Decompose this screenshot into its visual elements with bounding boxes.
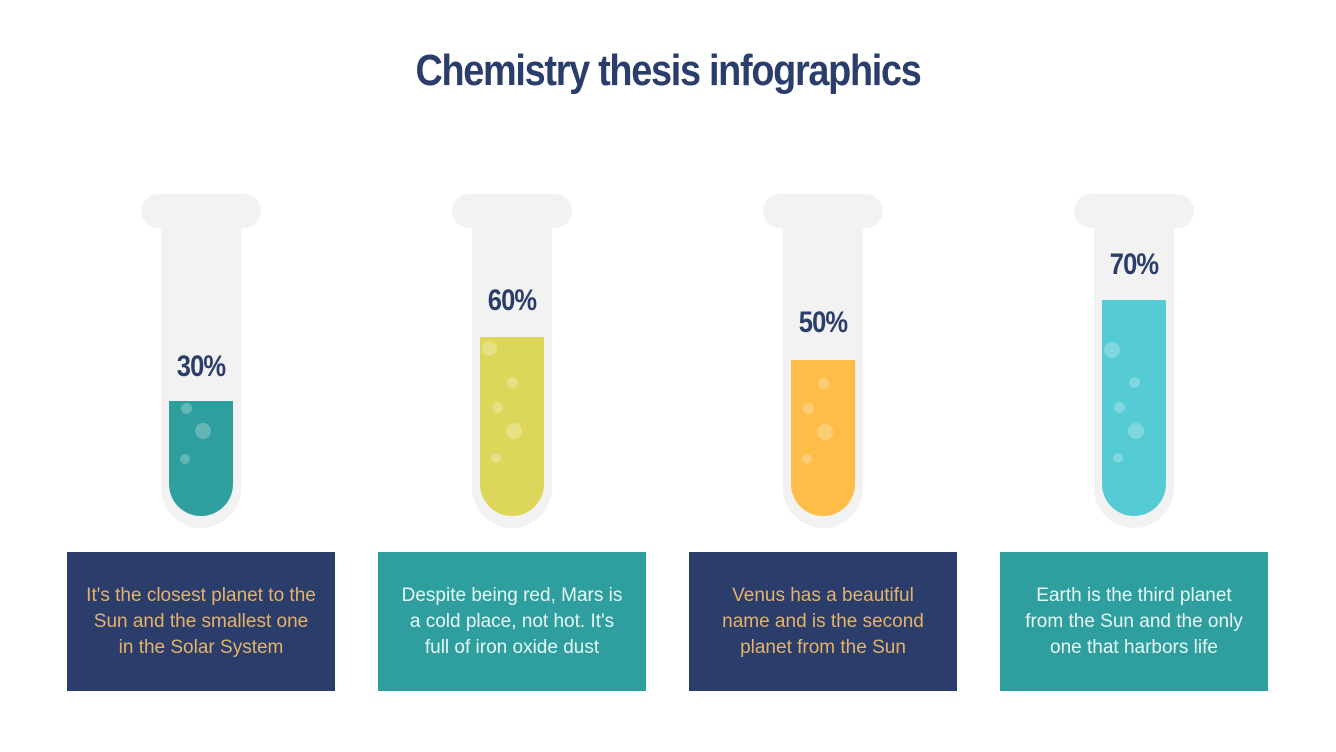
bubble-icon [492, 402, 503, 413]
info-text: Despite being red, Mars is a cold place,… [401, 584, 623, 658]
bubble-icon [803, 403, 814, 414]
percent-label: 60% [487, 284, 537, 317]
bubble-icon [180, 454, 190, 464]
info-text: It's the closest planet to the Sun and t… [86, 584, 316, 658]
bubble-icon [1128, 423, 1144, 439]
percent-label: 50% [798, 306, 848, 339]
bubble-icon [195, 423, 211, 439]
bubble-icon [802, 454, 812, 464]
test-tube-3: 50% [763, 194, 883, 528]
liquid-fill [480, 337, 544, 516]
tube-body: 70% [1094, 210, 1174, 528]
bubble-icon [1129, 377, 1140, 388]
bubble-icon [491, 453, 501, 463]
test-tube-1: 30% [141, 194, 261, 528]
bubble-icon [482, 341, 497, 356]
tube-body: 60% [472, 210, 552, 528]
info-box-2: Despite being red, Mars is a cold place,… [378, 552, 646, 691]
bubble-icon [818, 378, 829, 389]
bubble-icon [181, 403, 192, 414]
test-tube-4: 70% [1074, 194, 1194, 528]
bubble-icon [506, 423, 522, 439]
bubble-icon [1113, 453, 1123, 463]
liquid-fill [791, 360, 855, 516]
tube-body: 50% [783, 210, 863, 528]
liquid-fill [169, 401, 233, 516]
info-box-3: Venus has a beautiful name and is the se… [689, 552, 957, 691]
liquid-fill [1102, 300, 1166, 516]
tube-body: 30% [161, 210, 241, 528]
info-text: Venus has a beautiful name and is the se… [722, 584, 924, 658]
bubble-icon [817, 424, 833, 440]
bubble-icon [1104, 342, 1120, 358]
info-box-4: Earth is the third planet from the Sun a… [1000, 552, 1268, 691]
percent-label: 70% [1109, 248, 1159, 281]
info-box-1: It's the closest planet to the Sun and t… [67, 552, 335, 691]
bubble-icon [507, 377, 518, 388]
page-title: Chemistry thesis infographics [415, 46, 921, 95]
percent-label: 30% [176, 350, 226, 383]
test-tube-2: 60% [452, 194, 572, 528]
info-text: Earth is the third planet from the Sun a… [1025, 584, 1243, 658]
bubble-icon [1114, 402, 1125, 413]
